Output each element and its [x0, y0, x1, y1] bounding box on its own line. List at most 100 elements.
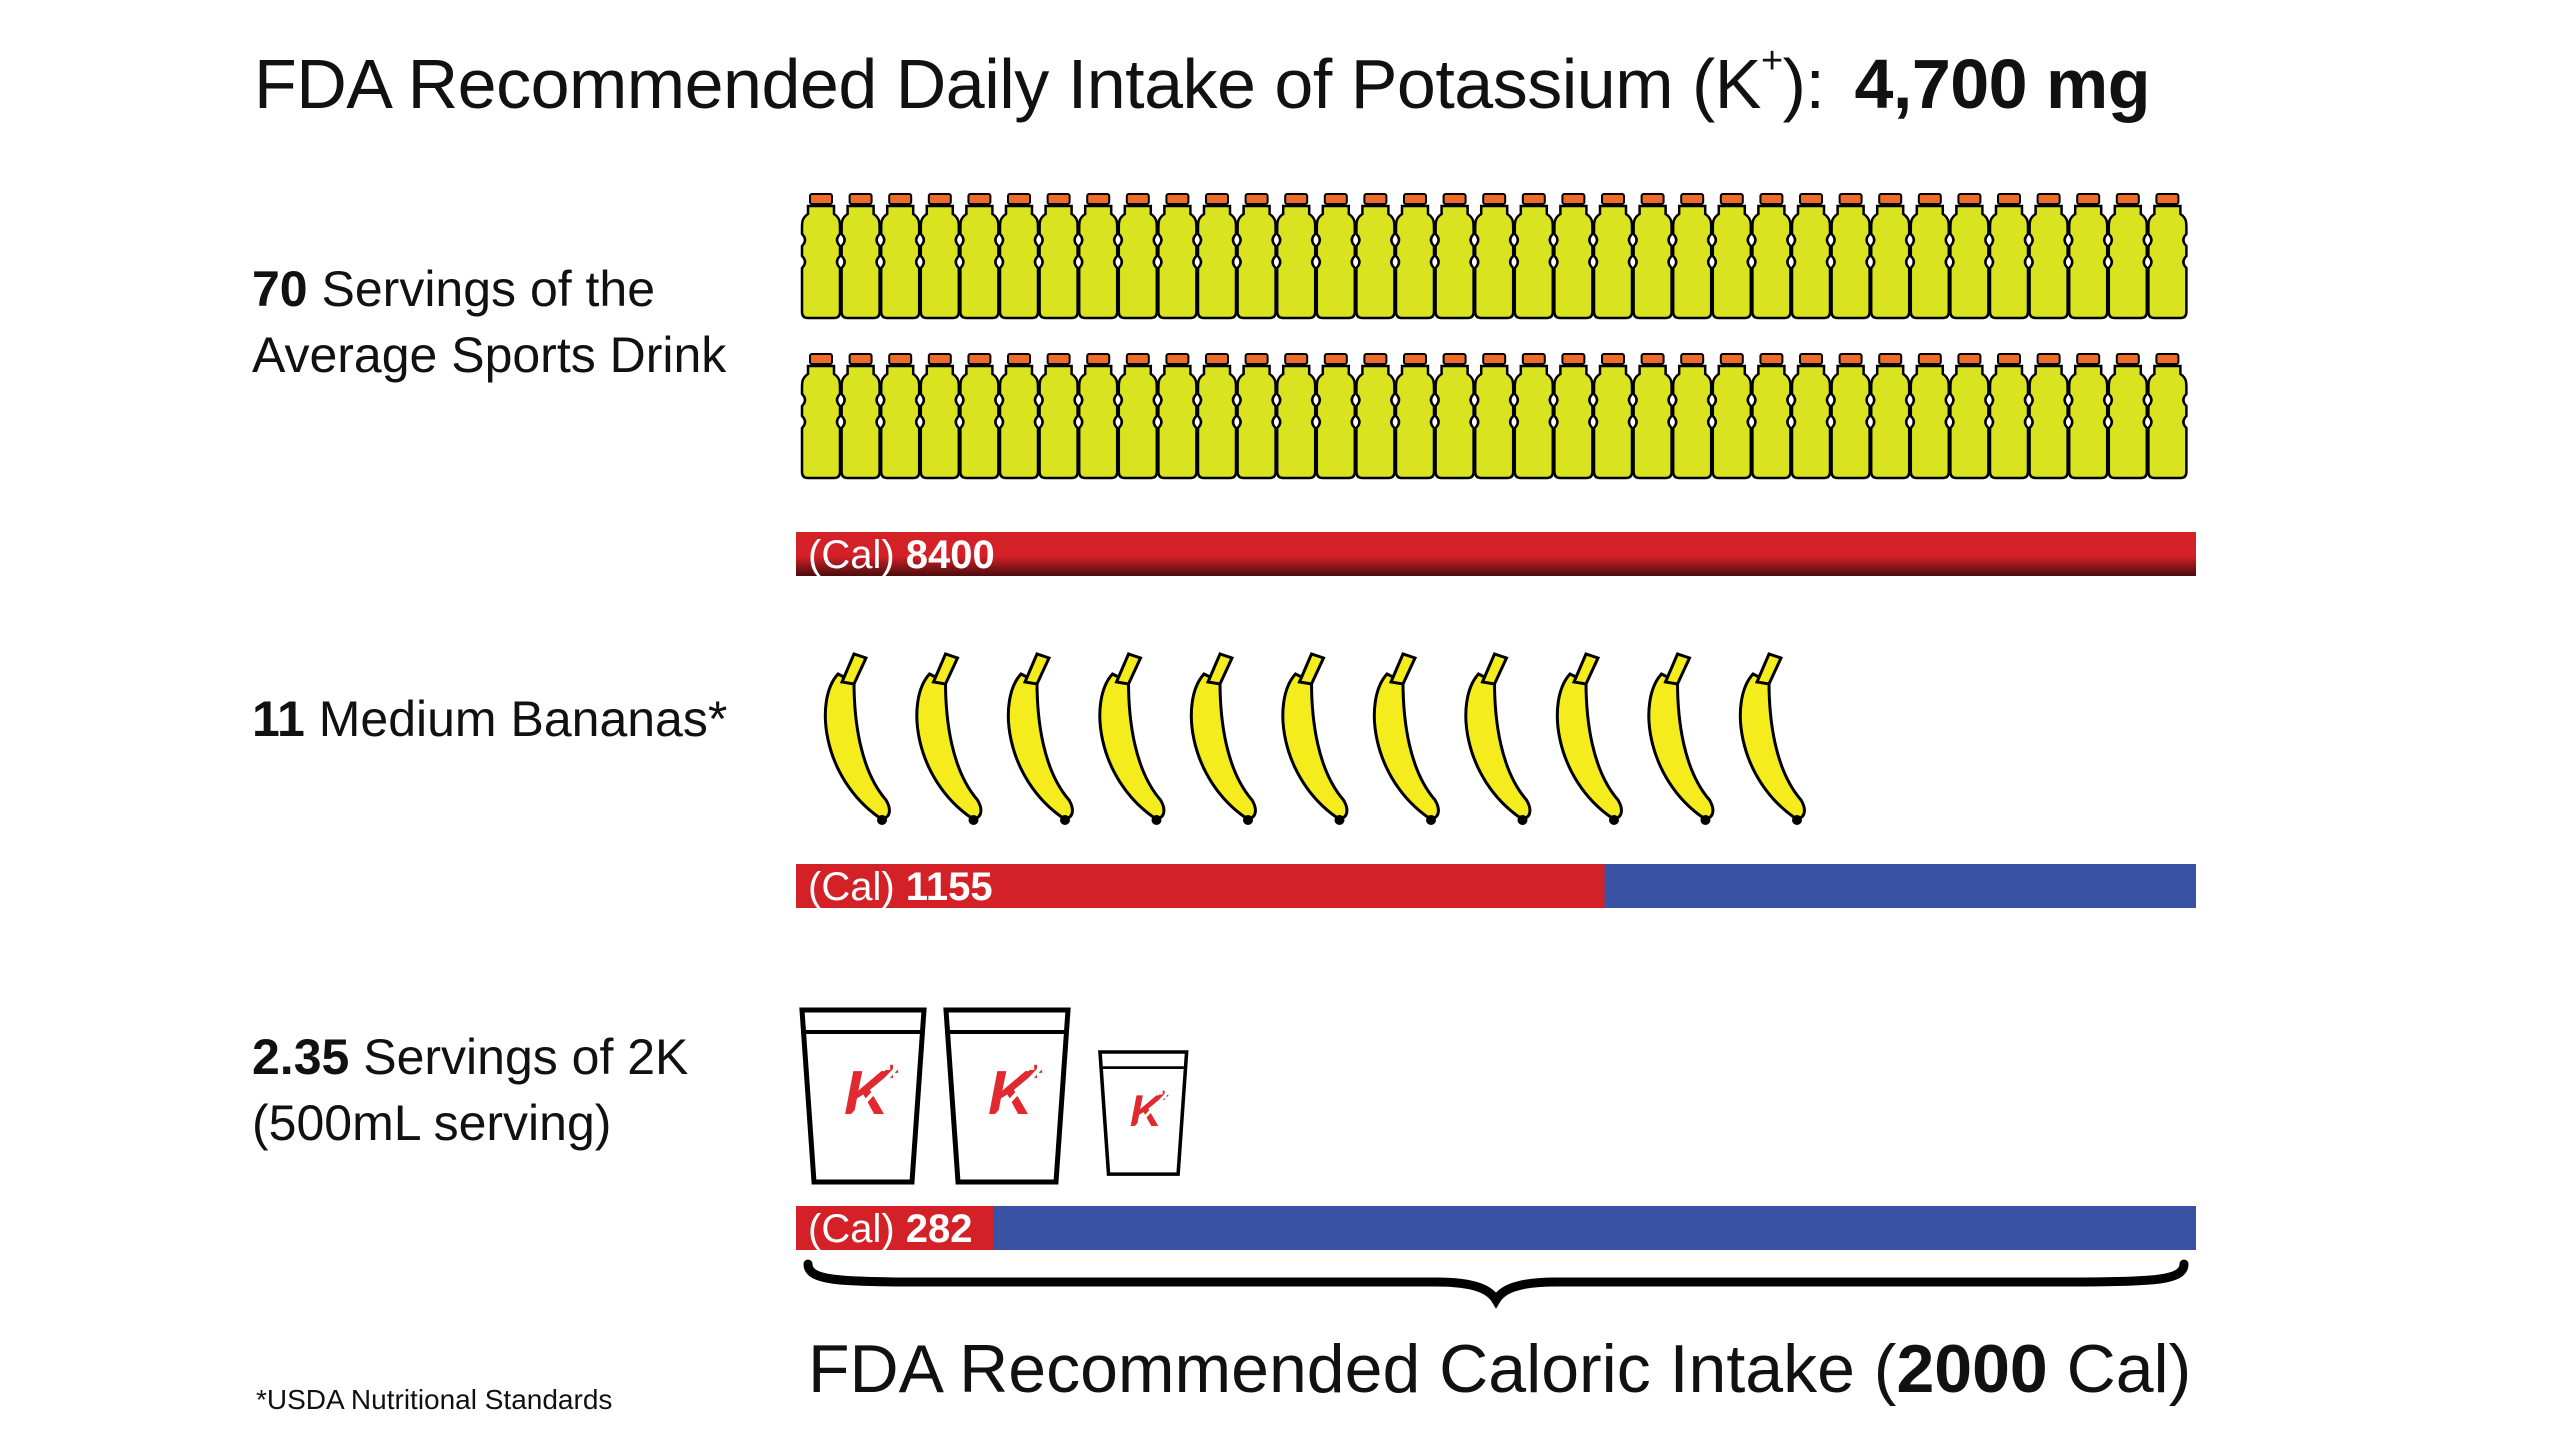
- sports-drink-bottle-icon: [1236, 353, 1277, 480]
- sports-drink-bottle-icon: [879, 353, 921, 480]
- sports-drink-bottle-icon: [1949, 193, 1990, 320]
- sports-drink-bottle-icon: [1434, 353, 1475, 480]
- sports-drink-bottle-icon: [1909, 193, 1951, 320]
- sports-drink-bottle-icon: [998, 193, 1040, 320]
- sports-drink-bottle-icon: [1830, 193, 1871, 320]
- banana-icon: [1372, 652, 1440, 825]
- sports-drink-bottle-icon: [1988, 193, 2030, 320]
- bar-value-label: (Cal) 282: [808, 1207, 973, 1251]
- reference-label-post: Cal): [2047, 1331, 2192, 1407]
- sports-drink-bottle-icon: [1355, 193, 1396, 320]
- footnote: *USDA Nutritional Standards: [256, 1384, 613, 1415]
- row-label-2k: 2.35 Servings of 2K (500mL serving): [252, 1024, 688, 1156]
- banana-icon: [823, 652, 891, 825]
- reference-label-value: 2000: [1896, 1331, 2048, 1407]
- reference-bar: [796, 1206, 2196, 1250]
- row-label-sports-drink: 70 Servings of the Average Sports Drink: [252, 256, 726, 388]
- sports-drink-bottle-icon: [1949, 353, 1990, 480]
- sports-drink-bottle-icon: [1513, 353, 1555, 480]
- sports-drink-bottle-icon: [1988, 353, 2030, 480]
- sports-drink-bottle-icon: [1077, 353, 1119, 480]
- row-label-bananas: 11 Medium Bananas*: [252, 686, 727, 752]
- sports-drink-bottle-icon: [1077, 193, 1119, 320]
- banana-icon: [1006, 652, 1074, 825]
- row-count: 2.35: [252, 1029, 350, 1085]
- sports-drink-bottle-icon: [840, 353, 881, 480]
- sports-drink-bottle-icon: [800, 193, 842, 320]
- sports-drink-bottle-icon: [1869, 193, 1911, 320]
- 2k-cup-icon: K+: [943, 1007, 1071, 1185]
- sports-drink-bottle-icon: [1117, 353, 1159, 480]
- bar-value-label: (Cal) 1155: [808, 865, 993, 909]
- sports-drink-bottle-icon: [1751, 193, 1792, 320]
- sports-drink-bottle-icon: [1275, 353, 1317, 480]
- 2k-cup-icon: K+: [1098, 1050, 1189, 1176]
- sports-drink-bottle-icon: [1790, 353, 1832, 480]
- row-text: Servings of the: [307, 261, 656, 317]
- sports-drink-bottle-icon: [2028, 353, 2069, 480]
- sports-drink-bottle-icon: [2028, 193, 2069, 320]
- banana-icon: [1738, 652, 1806, 825]
- sports-drink-bottle-icon: [1632, 353, 1673, 480]
- sports-drink-bottle-icon: [2067, 353, 2109, 480]
- sports-drink-bottle-icon: [840, 193, 881, 320]
- sports-drink-bottle-icon: [1592, 353, 1634, 480]
- sports-drink-bottle-icon: [1196, 193, 1238, 320]
- sports-drink-bottle-icon: [1355, 353, 1396, 480]
- sports-drink-bottle-icon: [879, 193, 921, 320]
- sports-drink-bottle-icon: [1315, 353, 1357, 480]
- title-text: FDA Recommended Daily Intake of Potassiu…: [254, 45, 1761, 123]
- sports-drink-bottle-icon: [1909, 353, 1951, 480]
- banana-icon: [1647, 652, 1715, 825]
- row-count: 11: [252, 691, 305, 747]
- reference-label: FDA Recommended Caloric Intake (2000 Cal…: [808, 1330, 2191, 1408]
- sports-drink-bottle-icon: [1394, 353, 1436, 480]
- sports-drink-bottle-icon: [919, 193, 961, 320]
- sports-drink-bottle-icon: [1513, 193, 1555, 320]
- sports-drink-bottle-icon: [1671, 193, 1713, 320]
- sports-drink-bottle-icon: [919, 353, 961, 480]
- sports-drink-bottle-icon: [1711, 193, 1753, 320]
- title-amount: 4,700 mg: [1854, 45, 2151, 123]
- sports-drink-bottle-icon: [2147, 193, 2188, 320]
- sports-drink-bottle-icon: [1671, 353, 1713, 480]
- sports-drink-bottle-icon: [1315, 193, 1357, 320]
- banana-icon: [915, 652, 983, 825]
- bar-value-label: (Cal) 8400: [808, 533, 995, 577]
- row-text: Medium Bananas*: [304, 691, 728, 747]
- sports-drink-bottle-icon: [1553, 193, 1594, 320]
- sports-drink-bottle-icon: [800, 353, 842, 480]
- sports-drink-bottle-icon: [1473, 353, 1515, 480]
- title-after: ):: [1782, 45, 1825, 123]
- 2k-cup-icon: K+: [799, 1007, 927, 1185]
- sports-drink-bottle-icon: [1632, 193, 1673, 320]
- sports-drink-bottle-icon: [959, 353, 1000, 480]
- calorie-bar: [796, 1206, 994, 1250]
- sports-drink-bottle-icon: [2067, 193, 2109, 320]
- sports-drink-bottle-icon: [2107, 193, 2149, 320]
- banana-icon: [1555, 652, 1623, 825]
- sports-drink-bottle-icon: [1038, 353, 1079, 480]
- sports-drink-bottle-icon: [1553, 353, 1594, 480]
- sports-drink-bottle-icon: [1236, 193, 1277, 320]
- sports-drink-bottle-icon: [1592, 193, 1634, 320]
- calorie-bar: [796, 864, 1605, 908]
- title-superscript: +: [1760, 40, 1783, 82]
- row-count: 70: [252, 261, 308, 317]
- calorie-bar: [796, 532, 2196, 576]
- sports-drink-bottle-icon: [1117, 193, 1159, 320]
- chart-title: FDA Recommended Daily Intake of Potassiu…: [254, 40, 2151, 124]
- sports-drink-bottle-icon: [1038, 193, 1079, 320]
- sports-drink-bottle-icon: [2147, 353, 2188, 480]
- sports-drink-bottle-icon: [1157, 353, 1198, 480]
- sports-drink-bottle-icon: [1434, 193, 1475, 320]
- sports-drink-bottle-icon: [1790, 193, 1832, 320]
- banana-icon: [1189, 652, 1257, 825]
- sports-drink-bottle-icon: [1473, 193, 1515, 320]
- row-text-line2: Average Sports Drink: [252, 327, 727, 383]
- banana-icon: [1464, 652, 1532, 825]
- sports-drink-bottle-icon: [1751, 353, 1792, 480]
- sports-drink-bottle-icon: [998, 353, 1040, 480]
- reference-label-pre: FDA Recommended Caloric Intake (: [808, 1331, 1897, 1407]
